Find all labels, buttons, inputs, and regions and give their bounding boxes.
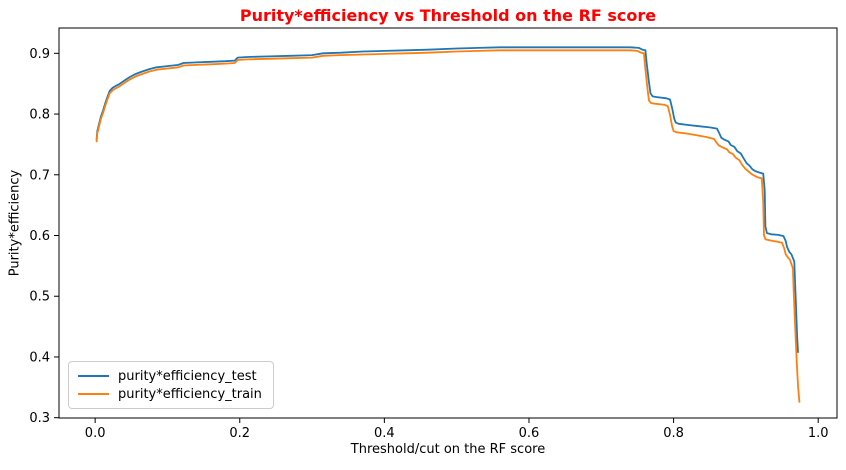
legend-item-train: purity*efficiency_train [78, 385, 263, 403]
test-line-swatch [78, 375, 109, 377]
legend-label-test: purity*efficiency_test [118, 368, 257, 384]
x-tick-label: 0.6 [519, 426, 540, 441]
series-line-test [95, 46, 799, 354]
y-tick-label: 0.9 [29, 47, 50, 62]
legend-label-train: purity*efficiency_train [118, 386, 262, 402]
x-tick-label: 0.8 [663, 426, 684, 441]
x-tick-label: 0.2 [229, 426, 250, 441]
legend-item-test: purity*efficiency_test [78, 367, 263, 385]
series-line-train [95, 49, 801, 403]
y-tick-label: 0.3 [29, 411, 50, 426]
x-tick-label: 1.0 [808, 426, 829, 441]
y-axis-label: Purity*efficiency [7, 169, 23, 277]
x-tick-label: 0.4 [374, 426, 395, 441]
axes-spines [58, 27, 838, 419]
y-tick-label: 0.4 [29, 350, 50, 365]
y-tick-label: 0.7 [29, 168, 50, 183]
x-axis-label: Threshold/cut on the RF score [350, 442, 546, 457]
x-tick-label: 0.0 [85, 426, 106, 441]
y-tick-label: 0.8 [29, 108, 50, 123]
legend: purity*efficiency_test purity*efficiency… [68, 361, 274, 409]
y-tick-label: 0.6 [29, 229, 50, 244]
chart-title: Purity*efficiency vs Threshold on the RF… [239, 6, 657, 25]
train-line-swatch [78, 393, 109, 395]
y-tick-label: 0.5 [29, 290, 50, 305]
